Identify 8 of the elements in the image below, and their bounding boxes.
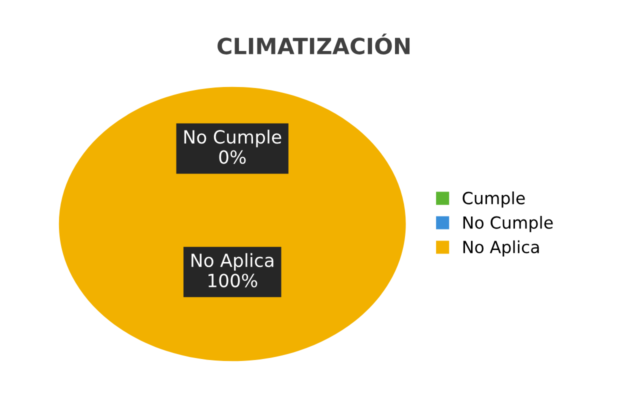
chart-title: CLIMATIZACIÓN [218,34,410,54]
category-label: No Cumple [184,130,282,148]
legend-label: Cumple [462,191,525,208]
data-label: 100% [208,274,258,288]
text: 0% [219,150,246,164]
legend-label: No Cumple [463,216,553,232]
legend-label: No Aplica [463,240,539,257]
slice-label: No Aplica [192,253,274,271]
